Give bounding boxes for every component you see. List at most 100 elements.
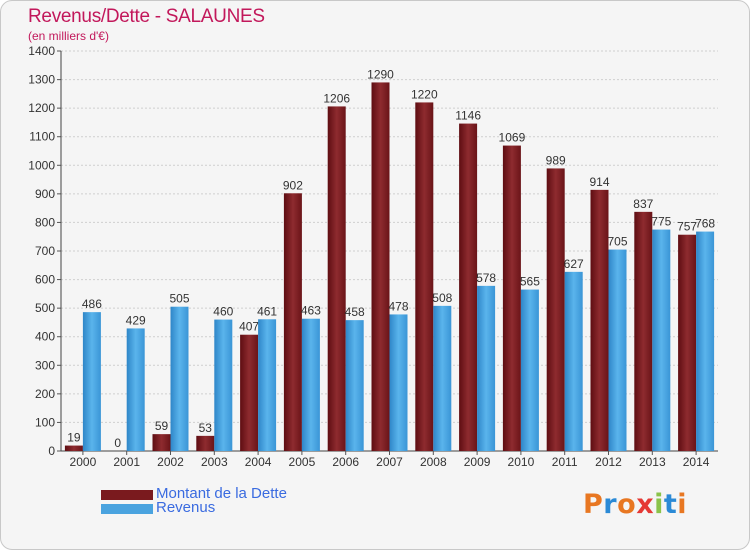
proxiti-logo: Proxiti [583, 489, 687, 520]
y-tick-label: 500 [35, 301, 55, 315]
x-tick-label: 2001 [113, 455, 140, 469]
y-tick-label: 1200 [28, 101, 55, 115]
logo-letter: P [583, 489, 604, 520]
data-label-dette: 1206 [323, 91, 350, 105]
bar-dette [415, 102, 434, 451]
bar-dette [240, 334, 259, 451]
data-label-dette: 407 [239, 320, 259, 334]
bar-dette [459, 123, 478, 452]
x-tick-label: 2013 [639, 455, 666, 469]
data-label-revenus: 463 [301, 304, 321, 318]
bar-revenus [214, 319, 233, 451]
logo-letter: i [654, 489, 664, 520]
bar-revenus [564, 271, 583, 451]
data-label-revenus: 505 [169, 292, 189, 306]
data-label-dette: 1290 [367, 67, 394, 81]
data-label-revenus: 627 [564, 257, 584, 271]
bar-dette [678, 234, 697, 451]
data-label-dette: 757 [677, 220, 697, 234]
y-tick-label: 800 [35, 215, 55, 229]
x-tick-label: 2006 [332, 455, 359, 469]
bar-revenus [82, 312, 101, 451]
y-tick-label: 1000 [28, 158, 55, 172]
bar-revenus [126, 328, 145, 451]
bar-dette [64, 445, 83, 451]
y-tick-label: 0 [48, 444, 55, 458]
y-tick-label: 600 [35, 273, 55, 287]
x-tick-label: 2008 [420, 455, 447, 469]
data-label-revenus: 768 [695, 217, 715, 231]
legend-swatch-dette [101, 490, 153, 500]
y-tick-label: 400 [35, 330, 55, 344]
bar-dette [546, 168, 565, 451]
y-tick-label: 1400 [28, 44, 55, 58]
y-tick-label: 1300 [28, 73, 55, 87]
bar-revenus [345, 320, 364, 451]
y-tick-label: 900 [35, 187, 55, 201]
data-label-revenus: 775 [651, 215, 671, 229]
x-tick-label: 2012 [595, 455, 622, 469]
data-label-dette: 1220 [411, 87, 438, 101]
x-tick-label: 2000 [70, 455, 97, 469]
legend-label-dette: Montant de la Dette [156, 485, 287, 502]
data-label-revenus: 458 [345, 305, 365, 319]
data-label-dette: 1146 [455, 109, 481, 123]
bar-dette [634, 211, 653, 451]
x-tick-label: 2005 [289, 455, 316, 469]
logo-letter: o [617, 489, 637, 520]
bar-revenus [433, 305, 452, 451]
x-tick-label: 2010 [508, 455, 535, 469]
x-tick-label: 2003 [201, 455, 228, 469]
bar-revenus [170, 306, 189, 451]
x-tick-label: 2014 [683, 455, 710, 469]
data-label-revenus: 578 [476, 271, 496, 285]
y-tick-label: 700 [35, 244, 55, 258]
y-tick-label: 1100 [29, 130, 55, 144]
legend-swatch-revenus [101, 504, 153, 514]
data-label-revenus: 565 [520, 275, 540, 289]
data-label-revenus: 461 [257, 304, 277, 318]
bar-revenus [389, 314, 408, 451]
x-tick-label: 2011 [552, 455, 578, 469]
bar-revenus [696, 231, 715, 451]
bar-dette [371, 82, 390, 451]
bar-dette [590, 189, 609, 451]
bar-dette [196, 435, 215, 451]
data-label-dette: 989 [546, 153, 566, 167]
bar-dette [283, 193, 302, 452]
bar-revenus [652, 229, 671, 451]
bar-dette [152, 434, 171, 451]
y-tick-label: 300 [35, 358, 55, 372]
x-tick-label: 2004 [245, 455, 272, 469]
x-tick-label: 2009 [464, 455, 491, 469]
bar-revenus [301, 318, 320, 451]
data-label-revenus: 460 [213, 305, 233, 319]
logo-letter: t [663, 489, 678, 520]
logo-letter: x [636, 489, 655, 520]
data-label-dette: 914 [589, 175, 609, 189]
data-label-dette: 53 [199, 421, 213, 435]
data-label-dette: 902 [283, 178, 303, 192]
data-label-dette: 837 [633, 197, 653, 211]
chart-title: Revenus/Dette - SALAUNES [28, 6, 265, 27]
legend-label-revenus: Revenus [156, 499, 216, 516]
data-label-revenus: 508 [432, 291, 452, 305]
data-label-revenus: 705 [607, 235, 627, 249]
bar-revenus [477, 285, 496, 451]
data-label-dette: 19 [67, 431, 81, 445]
data-label-revenus: 429 [126, 313, 146, 327]
bar-revenus [258, 319, 277, 451]
bar-dette [502, 145, 521, 452]
x-tick-label: 2007 [376, 455, 403, 469]
y-tick-label: 100 [35, 415, 55, 429]
data-label-revenus: 486 [82, 297, 102, 311]
x-tick-label: 2002 [157, 455, 184, 469]
logo-letter: r [603, 489, 618, 520]
y-tick-label: 200 [35, 387, 55, 401]
data-label-dette: 59 [155, 419, 169, 433]
bar-dette [327, 106, 346, 451]
bar-revenus [520, 289, 539, 451]
bar-revenus [608, 249, 627, 451]
